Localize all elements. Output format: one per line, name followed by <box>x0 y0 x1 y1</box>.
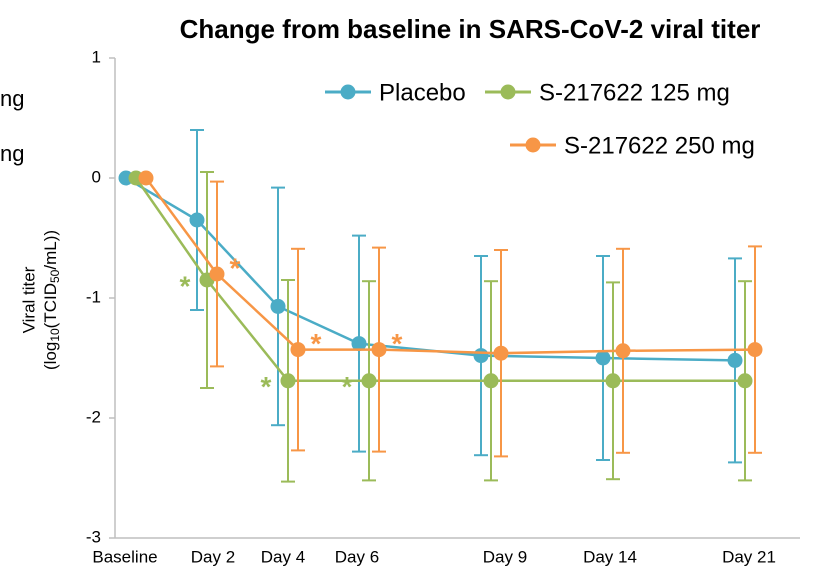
significance-marker: * <box>261 371 272 402</box>
data-point <box>483 373 499 389</box>
significance-marker: * <box>342 371 353 402</box>
cropped-text: ng <box>0 86 24 111</box>
y-label-line: (log10(TCID50/mL)) <box>41 230 62 370</box>
data-point <box>473 348 489 364</box>
series <box>118 129 743 464</box>
legend-item: Placebo <box>325 79 466 106</box>
legend-swatch-marker <box>525 137 541 153</box>
data-point <box>209 266 225 282</box>
x-tick-label: Day 6 <box>335 547 379 566</box>
y-label-part: (TCID <box>41 283 60 328</box>
y-label-sub: 50 <box>48 269 62 283</box>
x-tick-label: Baseline <box>92 547 157 566</box>
legend-label: S-217622 125 mg <box>539 79 730 106</box>
y-label-part: /mL)) <box>41 230 60 270</box>
significance-marker: * <box>230 252 241 283</box>
data-point <box>189 212 205 228</box>
x-tick-label: Day 14 <box>583 547 637 566</box>
data-point <box>737 373 753 389</box>
x-tick-label: Day 2 <box>191 547 235 566</box>
x-tick-label: Day 4 <box>261 547 305 566</box>
legend-item: S-217622 125 mg <box>485 79 730 106</box>
data-point <box>361 373 377 389</box>
y-tick-label: -2 <box>86 407 101 426</box>
data-point <box>138 170 154 186</box>
significance-marker: * <box>180 270 191 301</box>
data-point <box>605 373 621 389</box>
y-label-part: (log <box>41 342 60 370</box>
series: * * * <box>138 170 763 458</box>
data-point <box>371 342 387 358</box>
data-point <box>727 352 743 368</box>
legend-label: S-217622 250 mg <box>564 132 755 159</box>
y-tick-label: 1 <box>92 47 101 66</box>
y-axis-label: Viral titer (log10(TCID50/mL)) <box>19 230 62 370</box>
y-tick-label: -1 <box>86 287 101 306</box>
data-point <box>615 343 631 359</box>
x-tick-label: Day 21 <box>722 547 776 566</box>
legend-label: Placebo <box>379 79 466 106</box>
data-point <box>270 298 286 314</box>
y-label-sub: 10 <box>48 328 62 342</box>
legend-item: S-217622 250 mg <box>510 132 755 159</box>
chart-title: Change from baseline in SARS-CoV-2 viral… <box>180 14 761 44</box>
y-tick-label: -3 <box>86 527 101 546</box>
series: * * * <box>128 170 753 483</box>
legend-swatch-marker <box>500 84 516 100</box>
data-point <box>747 342 763 358</box>
data-point <box>351 336 367 352</box>
x-tick-label: Day 9 <box>483 547 527 566</box>
legend-swatch-marker <box>340 84 356 100</box>
data-point <box>595 350 611 366</box>
data-point <box>493 345 509 361</box>
significance-marker: * <box>311 328 322 359</box>
y-tick-label: 0 <box>92 167 101 186</box>
data-point <box>290 342 306 358</box>
data-point <box>280 373 296 389</box>
y-label-line: Viral titer <box>19 266 38 333</box>
significance-marker: * <box>392 328 403 359</box>
cropped-text: ng <box>0 141 24 166</box>
